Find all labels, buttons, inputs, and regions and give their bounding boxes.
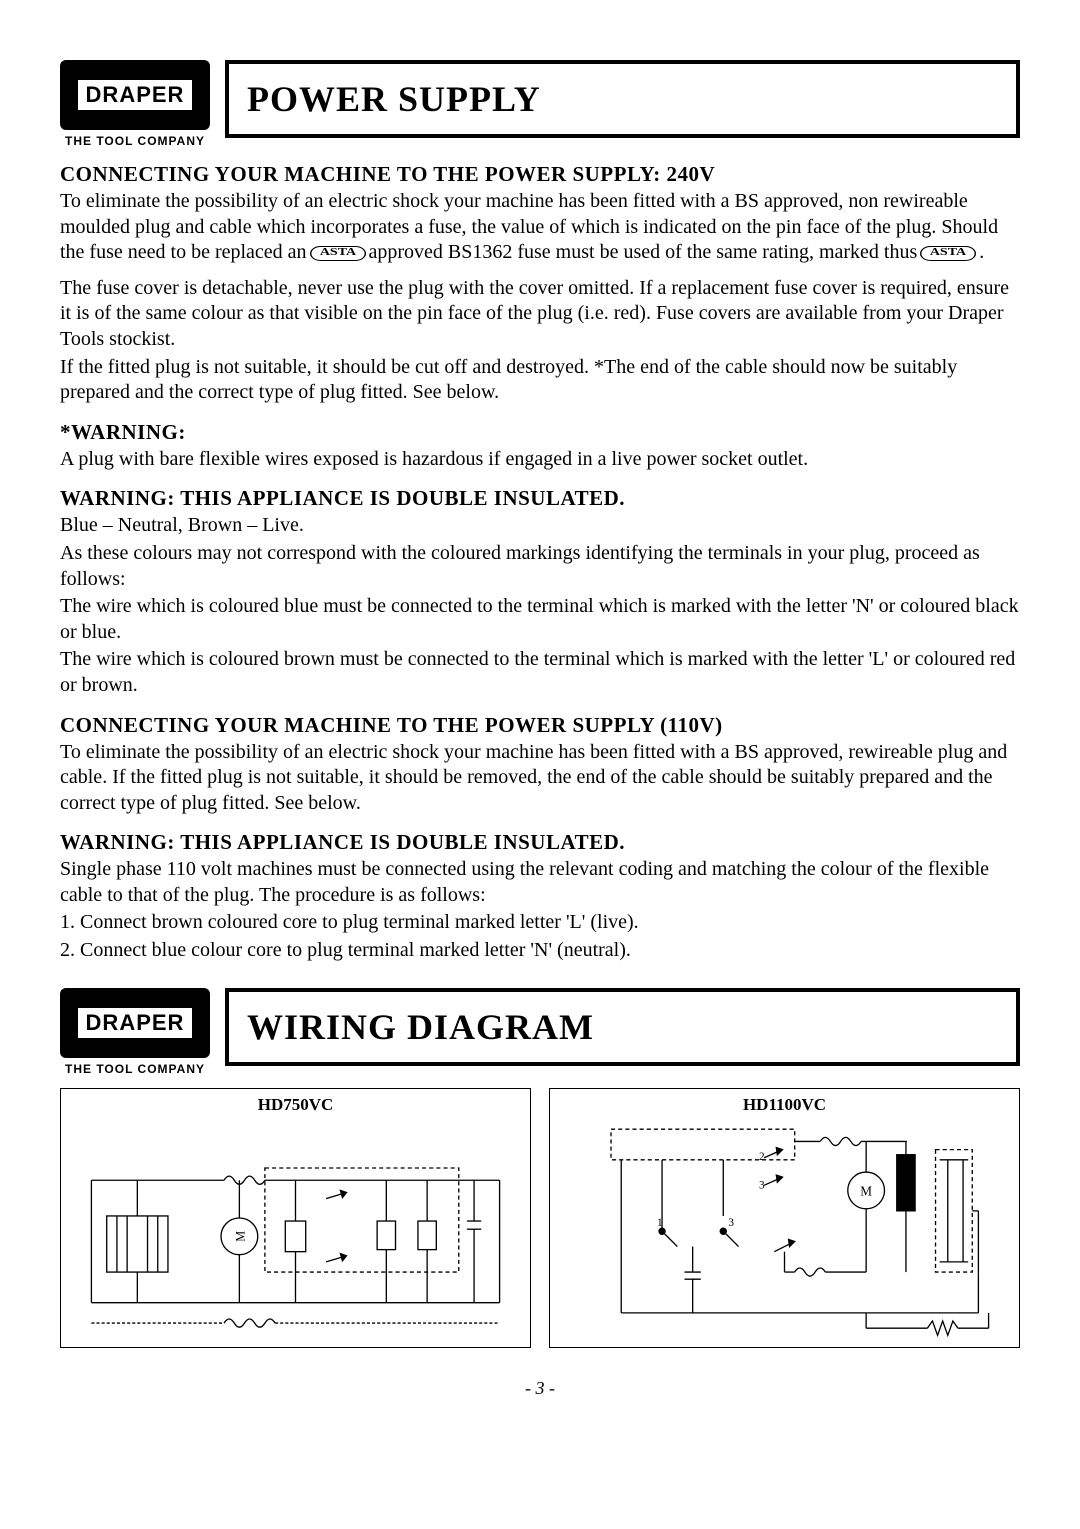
wiring-svg-right: 1 3 2 3 xyxy=(560,1119,1009,1344)
section-title-wiring-diagram: WIRING DIAGRAM xyxy=(247,1006,594,1048)
heading-240v: CONNECTING YOUR MACHINE TO THE POWER SUP… xyxy=(60,162,1020,187)
section-title-power-supply: POWER SUPPLY xyxy=(247,78,541,120)
heading-double-1: WARNING: THIS APPLIANCE IS DOUBLE INSULA… xyxy=(60,486,1020,511)
logo-brand: DRAPER xyxy=(76,1006,195,1040)
heading-double-2: WARNING: THIS APPLIANCE IS DOUBLE INSULA… xyxy=(60,830,1020,855)
heading-warning: *WARNING: xyxy=(60,420,1020,445)
title-box-power-supply: POWER SUPPLY xyxy=(225,60,1020,138)
svg-text:1: 1 xyxy=(657,1217,663,1229)
svg-text:3: 3 xyxy=(759,1179,765,1191)
diagram-hd1100vc: HD1100VC 1 3 2 3 xyxy=(549,1088,1020,1348)
svg-text:M: M xyxy=(860,1183,872,1198)
svg-text:M: M xyxy=(233,1230,247,1241)
para-warning: A plug with bare flexible wires exposed … xyxy=(60,447,1020,473)
wiring-diagram-header: DRAPER THE TOOL COMPANY WIRING DIAGRAM xyxy=(60,988,1020,1076)
para-blue-wire: The wire which is coloured blue must be … xyxy=(60,594,1020,645)
asta-icon: ASTA xyxy=(920,246,976,261)
logo-block: DRAPER THE TOOL COMPANY xyxy=(60,988,210,1076)
svg-text:3: 3 xyxy=(728,1217,734,1229)
diagram-title-left: HD750VC xyxy=(71,1095,520,1115)
para-blue-brown: Blue – Neutral, Brown – Live. xyxy=(60,513,1020,539)
logo-brand: DRAPER xyxy=(76,78,195,112)
asta-icon: ASTA xyxy=(310,246,366,261)
wiring-svg-left: M xyxy=(71,1119,520,1344)
para-240v-cover: The fuse cover is detachable, never use … xyxy=(60,276,1020,353)
draper-logo: DRAPER xyxy=(60,988,210,1058)
power-supply-header: DRAPER THE TOOL COMPANY POWER SUPPLY xyxy=(60,60,1020,148)
para-240v-fuse: To eliminate the possibility of an elect… xyxy=(60,189,1020,266)
title-box-wiring-diagram: WIRING DIAGRAM xyxy=(225,988,1020,1066)
para-240v-plug: If the fitted plug is not suitable, it s… xyxy=(60,355,1020,406)
page-number: - 3 - xyxy=(60,1378,1020,1399)
para-110v-step1: 1. Connect brown coloured core to plug t… xyxy=(60,910,1020,936)
draper-logo: DRAPER xyxy=(60,60,210,130)
diagram-title-right: HD1100VC xyxy=(560,1095,1009,1115)
para-110v-coding: Single phase 110 volt machines must be c… xyxy=(60,857,1020,908)
logo-caption: THE TOOL COMPANY xyxy=(65,134,205,148)
para-110v: To eliminate the possibility of an elect… xyxy=(60,740,1020,817)
logo-caption: THE TOOL COMPANY xyxy=(65,1062,205,1076)
heading-110v: CONNECTING YOUR MACHINE TO THE POWER SUP… xyxy=(60,713,1020,738)
para-110v-step2: 2. Connect blue colour core to plug term… xyxy=(60,938,1020,964)
diagrams-row: HD750VC M xyxy=(60,1088,1020,1348)
diagram-hd750vc: HD750VC M xyxy=(60,1088,531,1348)
logo-block: DRAPER THE TOOL COMPANY xyxy=(60,60,210,148)
para-brown-wire: The wire which is coloured brown must be… xyxy=(60,647,1020,698)
svg-text:2: 2 xyxy=(759,1150,765,1162)
para-proceed: As these colours may not correspond with… xyxy=(60,541,1020,592)
